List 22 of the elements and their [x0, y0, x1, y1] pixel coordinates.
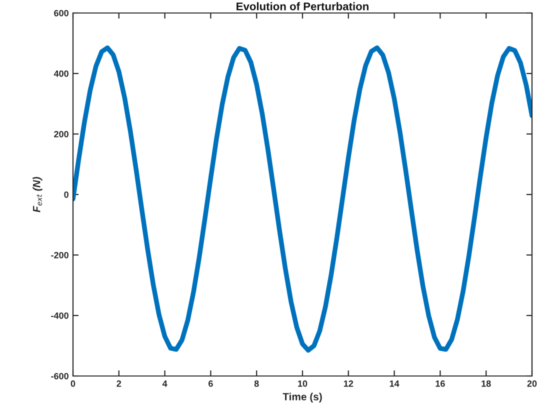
x-axis-title: Time (s)	[282, 392, 322, 402]
x-tick-label: 4	[162, 380, 168, 387]
y-tick-label: 600	[54, 10, 68, 16]
x-tick-label: 10	[298, 380, 308, 387]
x-tick-label: 20	[527, 380, 537, 387]
line-series	[73, 45, 532, 353]
x-tick-label: 14	[390, 380, 400, 387]
y-tick-label: 0	[64, 191, 68, 198]
x-tick-label: 16	[436, 380, 445, 387]
chart-title: Evolution of Perturbation	[236, 2, 368, 10]
y-axis-title: F$_{ext}$ (N)	[32, 176, 42, 212]
x-tick-label: 18	[482, 380, 491, 387]
x-tick-label: 2	[116, 380, 122, 387]
x-tick-label: 0	[70, 380, 76, 387]
x-tick-label: 8	[254, 380, 259, 387]
x-tick-label: 12	[344, 380, 354, 387]
x-tick-label: 6	[208, 380, 213, 387]
y-tick-label: 400	[54, 70, 68, 77]
y-tick-label: -200	[51, 252, 68, 258]
y-tick-label: 200	[54, 130, 68, 138]
y-tick-label: -600	[51, 372, 68, 380]
y-tick-label: -400	[51, 312, 68, 319]
